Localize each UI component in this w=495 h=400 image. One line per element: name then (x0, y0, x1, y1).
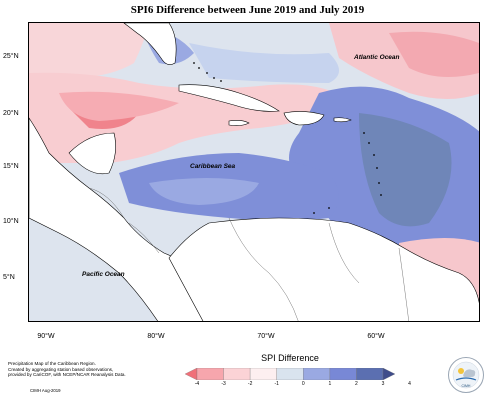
legend-swatch (196, 368, 224, 380)
credits-stamp: CIMH Aug-2019 (30, 388, 61, 393)
legend-tick-label: -1 (274, 381, 279, 387)
credits-line-1: Precipitation Map of the Caribbean Regio… (8, 361, 96, 366)
credits-line-2: Created by aggregating station based obs… (8, 366, 114, 372)
cimh-logo: CIMH (448, 357, 484, 393)
lat-label-10n: 10°N (3, 218, 19, 225)
map-credits: Precipitation Map of the Caribbean Regio… (8, 361, 178, 378)
legend-swatch (185, 368, 198, 380)
legend-swatch (356, 368, 384, 380)
lat-label-15n: 15°N (3, 163, 19, 170)
legend-colorbar (185, 368, 395, 380)
spi-difference-map (29, 23, 479, 321)
caribbean-sea-label: Caribbean Sea (190, 163, 236, 170)
map-title: SPI6 Difference between June 2019 and Ju… (130, 4, 365, 16)
lat-label-25n: 25°N (3, 53, 19, 60)
legend-tick-label: 4 (408, 381, 411, 387)
legend-tick-label: 2 (355, 381, 358, 387)
legend-swatch (303, 368, 331, 380)
lon-label-90w: 90°W (37, 333, 55, 340)
legend-swatch (249, 368, 277, 380)
map-panel (28, 22, 480, 322)
legend-swatch (223, 368, 251, 380)
legend-swatch (382, 368, 395, 380)
atlantic-ocean-label: Atlantic Ocean (354, 54, 400, 61)
legend-tick-label: -3 (221, 381, 226, 387)
legend-title: SPI Difference (261, 353, 319, 363)
lat-label-20n: 20°N (3, 110, 19, 117)
legend-tick-label: 3 (381, 381, 385, 387)
legend-tick-label: 0 (301, 381, 305, 387)
lon-label-60w: 60°W (367, 333, 385, 340)
legend-tick-label: -2 (247, 381, 253, 387)
logo-text: CIMH (462, 384, 471, 388)
legend-swatch (276, 368, 304, 380)
lon-label-80w: 80°W (147, 333, 165, 340)
pacific-ocean-label: Pacific Ocean (82, 271, 125, 278)
lon-label-70w: 70°W (257, 333, 275, 340)
legend-tick-label: -4 (194, 381, 200, 387)
legend-tick-label: 1 (328, 381, 332, 387)
lat-label-5n: 5°N (3, 274, 15, 281)
legend-swatch (329, 368, 357, 380)
credits-line-3: provided by CariCOF, with NCEP/NCAR Rean… (8, 372, 126, 378)
